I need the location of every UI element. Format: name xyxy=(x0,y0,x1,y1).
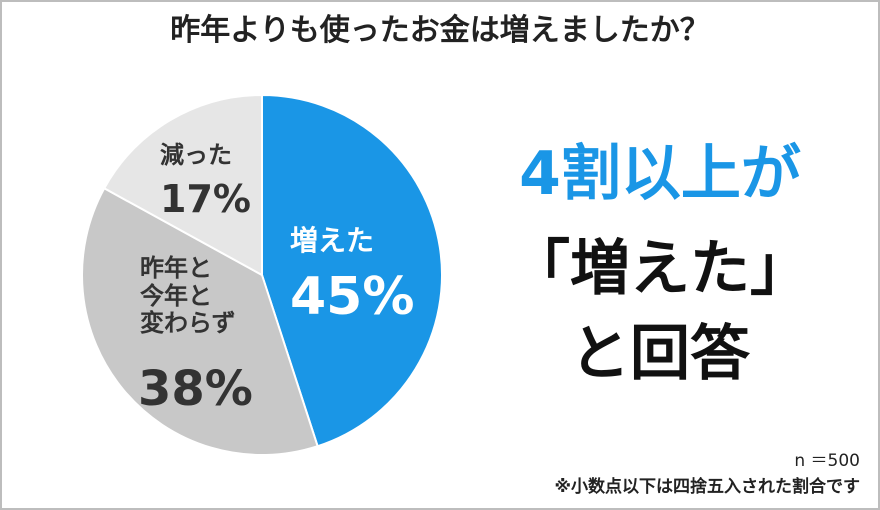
headline: 「増えた」 xyxy=(510,234,810,304)
pie-slice xyxy=(261,93,443,448)
slice-label: 増えた xyxy=(290,224,375,257)
chart-title: 昨年よりも使ったお金は増えましたか？ xyxy=(170,13,710,48)
value-label: 17% xyxy=(160,177,251,221)
pie-slice xyxy=(81,186,319,456)
slice-label: 減った xyxy=(160,141,232,169)
pie-slice xyxy=(102,93,263,277)
value-label: 45% xyxy=(290,267,415,327)
footnote: ※小数点以下は四捨五入された割合です xyxy=(554,477,860,497)
slice-label: 昨年と 今年と 変わらず xyxy=(140,254,236,338)
headline: と回答 xyxy=(570,319,750,389)
headline: 4割以上が xyxy=(519,139,801,209)
value-label: 38% xyxy=(138,361,253,417)
sample-size: n ＝500 xyxy=(794,451,860,471)
